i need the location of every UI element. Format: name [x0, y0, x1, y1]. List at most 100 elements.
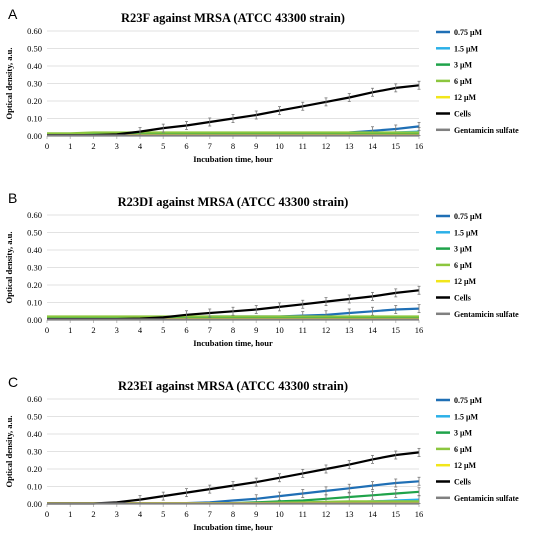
- legend-label: Cells: [454, 110, 471, 119]
- chart-panel-b: B R23DI against MRSA (ATCC 43300 strain) 0…: [4, 190, 519, 348]
- y-tick-label: 0.20: [27, 96, 42, 106]
- legend-label: 12 μM: [454, 93, 477, 102]
- y-axis-label: Optical density, a.u.: [4, 231, 14, 303]
- panel-label: B: [8, 190, 17, 206]
- series-line: [47, 131, 419, 135]
- x-tick-label: 6: [184, 141, 188, 151]
- legend-label: Cells: [454, 294, 471, 303]
- x-tick-label: 11: [299, 325, 307, 335]
- x-tick-label: 1: [68, 325, 72, 335]
- y-tick-label: 0.60: [27, 394, 42, 404]
- legend-label: 0.75 μM: [454, 28, 483, 37]
- legend-label: Gentamicin sulfate: [454, 126, 519, 135]
- x-tick-label: 12: [322, 509, 331, 519]
- chart-panel-a: A R23F against MRSA (ATCC 43300 strain) 0.…: [4, 6, 519, 164]
- y-tick-label: 0.50: [27, 228, 42, 238]
- x-tick-label: 3: [115, 325, 119, 335]
- y-tick-label: 0.40: [27, 245, 42, 255]
- x-tick-label: 2: [91, 325, 95, 335]
- y-tick-label: 0.30: [27, 263, 42, 273]
- y-tick-label: 0.60: [27, 210, 42, 220]
- x-tick-label: 11: [299, 509, 307, 519]
- x-tick-label: 4: [138, 325, 143, 335]
- x-tick-label: 15: [392, 509, 401, 519]
- x-tick-label: 7: [208, 141, 212, 151]
- y-tick-label: 0.40: [27, 429, 42, 439]
- x-tick-label: 16: [415, 141, 424, 151]
- legend-label: Gentamicin sulfate: [454, 494, 519, 503]
- x-tick-label: 5: [161, 325, 165, 335]
- legend-label: 3 μM: [454, 245, 473, 254]
- x-tick-label: 3: [115, 509, 119, 519]
- x-tick-label: 9: [254, 509, 258, 519]
- x-tick-label: 15: [392, 141, 401, 151]
- x-tick-label: 4: [138, 509, 143, 519]
- panel-label: A: [8, 6, 18, 22]
- x-axis-label: Incubation time, hour: [193, 522, 273, 532]
- y-tick-label: 0.10: [27, 298, 42, 308]
- x-tick-label: 10: [275, 509, 284, 519]
- x-tick-label: 9: [254, 141, 258, 151]
- y-axis-label: Optical density, a.u.: [4, 415, 14, 487]
- x-tick-label: 1: [68, 509, 72, 519]
- x-tick-label: 10: [275, 141, 284, 151]
- legend-label: 0.75 μM: [454, 396, 483, 405]
- x-tick-label: 15: [392, 325, 401, 335]
- y-tick-label: 0.00: [27, 315, 42, 325]
- x-tick-label: 1: [68, 141, 72, 151]
- y-tick-label: 0.20: [27, 280, 42, 290]
- x-tick-label: 8: [231, 141, 235, 151]
- x-tick-label: 7: [208, 325, 212, 335]
- x-tick-label: 0: [45, 325, 49, 335]
- x-tick-label: 0: [45, 141, 49, 151]
- legend-label: 1.5 μM: [454, 44, 479, 53]
- x-tick-label: 14: [368, 509, 377, 519]
- y-tick-label: 0.00: [27, 131, 42, 141]
- legend-label: 6 μM: [454, 261, 473, 270]
- y-tick-label: 0.20: [27, 464, 42, 474]
- legend-label: 3 μM: [454, 61, 473, 70]
- x-tick-label: 2: [91, 509, 95, 519]
- legend-label: 12 μM: [454, 277, 477, 286]
- x-tick-label: 6: [184, 509, 188, 519]
- chart-title: R23DI against MRSA (ATCC 43300 strain): [118, 195, 349, 209]
- chart-title: R23EI against MRSA (ATCC 43300 strain): [118, 379, 348, 393]
- x-tick-label: 13: [345, 509, 354, 519]
- x-tick-label: 16: [415, 509, 424, 519]
- x-tick-label: 0: [45, 509, 49, 519]
- panel-label: C: [8, 374, 18, 390]
- legend-label: 12 μM: [454, 461, 477, 470]
- x-tick-label: 8: [231, 325, 235, 335]
- legend-label: 1.5 μM: [454, 228, 479, 237]
- legend-label: Cells: [454, 478, 471, 487]
- y-tick-label: 0.10: [27, 114, 42, 124]
- y-tick-label: 0.10: [27, 482, 42, 492]
- x-tick-label: 14: [368, 325, 377, 335]
- x-tick-label: 13: [345, 141, 354, 151]
- legend-label: Gentamicin sulfate: [454, 310, 519, 319]
- legend-label: 6 μM: [454, 77, 473, 86]
- y-tick-label: 0.50: [27, 412, 42, 422]
- legend-label: 0.75 μM: [454, 212, 483, 221]
- y-axis-label: Optical density, a.u.: [4, 47, 14, 119]
- x-tick-label: 8: [231, 509, 235, 519]
- x-tick-label: 5: [161, 141, 165, 151]
- y-tick-label: 0.60: [27, 26, 42, 36]
- legend-label: 1.5 μM: [454, 412, 479, 421]
- y-tick-label: 0.30: [27, 447, 42, 457]
- x-axis-label: Incubation time, hour: [193, 338, 273, 348]
- x-tick-label: 14: [368, 141, 377, 151]
- y-tick-label: 0.00: [27, 499, 42, 509]
- y-tick-label: 0.30: [27, 79, 42, 89]
- x-tick-label: 4: [138, 141, 143, 151]
- x-tick-label: 5: [161, 509, 165, 519]
- legend-label: 3 μM: [454, 429, 473, 438]
- y-tick-label: 0.50: [27, 44, 42, 54]
- x-tick-label: 6: [184, 325, 188, 335]
- x-tick-label: 11: [299, 141, 307, 151]
- legend-label: 6 μM: [454, 445, 473, 454]
- y-tick-label: 0.40: [27, 61, 42, 71]
- x-tick-label: 13: [345, 325, 354, 335]
- x-axis-label: Incubation time, hour: [193, 154, 273, 164]
